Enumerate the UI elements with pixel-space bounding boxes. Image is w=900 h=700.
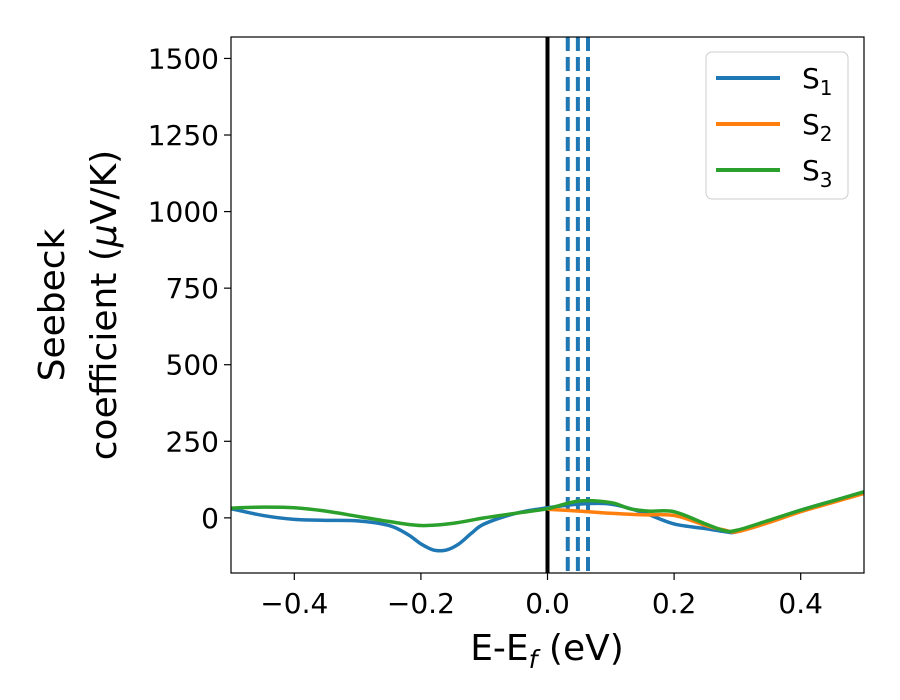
legend-label-S1: S1 xyxy=(802,62,833,100)
legend: S1 S2 S3 xyxy=(705,51,849,200)
x-tick-label: −0.4 xyxy=(260,587,328,620)
x-tick-label: 0.4 xyxy=(778,587,823,620)
y-tick-label: 0 xyxy=(201,502,219,535)
x-tick-label: −0.2 xyxy=(387,587,455,620)
y-tick-label: 750 xyxy=(166,272,219,305)
x-tick-label: 0.0 xyxy=(525,587,570,620)
axis-ticks: −0.4 −0.2 0.0 0.2 0.4 0 250 500 750 1000 1250 1500 xyxy=(148,42,823,620)
y-tick-label: 250 xyxy=(166,425,219,458)
y-axis-label: Seebeck coefficient (μV/K) xyxy=(32,150,125,460)
y-axis-label-line1: Seebeck xyxy=(32,228,73,381)
y-axis-label-line2: coefficient (μV/K) xyxy=(84,150,125,460)
x-tick-label: 0.2 xyxy=(652,587,697,620)
legend-label-S2: S2 xyxy=(802,108,833,146)
y-tick-label: 500 xyxy=(166,349,219,382)
y-tick-label: 1250 xyxy=(148,119,219,152)
series-line-S3 xyxy=(231,490,864,534)
x-axis-label: E-Ef (eV) xyxy=(470,628,624,674)
y-tick-label: 1500 xyxy=(148,42,219,75)
y-tick-label: 1000 xyxy=(148,196,219,229)
plot-lines xyxy=(231,37,864,573)
legend-label-S3: S3 xyxy=(802,154,833,192)
